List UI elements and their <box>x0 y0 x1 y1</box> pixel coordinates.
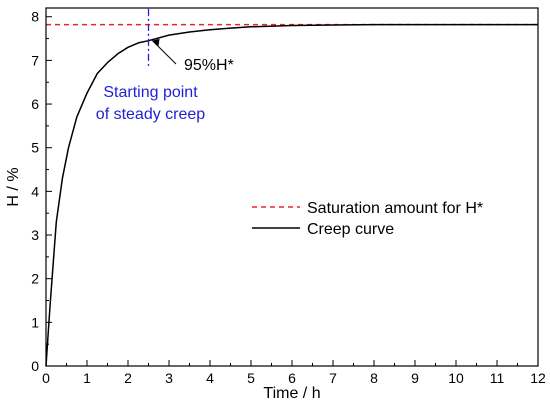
x-tick-label: 11 <box>490 370 505 386</box>
x-tick-label: 12 <box>530 370 546 386</box>
y-tick-label: 3 <box>31 227 39 243</box>
x-tick-label: 10 <box>448 370 464 386</box>
annotations: Starting point of steady creep 95%H* <box>96 8 234 123</box>
y-tick-label: 2 <box>31 271 39 287</box>
plot-content <box>45 23 538 367</box>
y-tick-label: 4 <box>31 183 39 199</box>
x-tick-label: 4 <box>206 370 214 386</box>
y-tick-label: 1 <box>31 314 39 330</box>
y-tick-label: 5 <box>31 140 39 156</box>
steady-creep-label-line2: of steady creep <box>96 106 206 123</box>
x-tick-label: 6 <box>288 370 296 386</box>
x-tick-label: 7 <box>329 370 337 386</box>
legend: Saturation amount for H* Creep curve <box>252 200 483 238</box>
percent-label: 95%H* <box>184 57 234 74</box>
percent-arrow <box>153 41 177 65</box>
x-axis-title: Time / h <box>263 385 320 402</box>
steady-creep-label-line1: Starting point <box>103 84 198 101</box>
y-tick-label: 0 <box>31 358 39 374</box>
x-tick-label: 2 <box>124 370 132 386</box>
creep-curve-line <box>45 23 538 367</box>
x-axis-ticks: 0 1 2 3 4 5 6 7 8 9 10 11 12 <box>42 360 546 386</box>
y-tick-label: 7 <box>31 52 39 68</box>
x-tick-label: 9 <box>411 370 419 386</box>
x-tick-label: 0 <box>42 370 50 386</box>
x-tick-label: 1 <box>83 370 91 386</box>
y-tick-label: 8 <box>31 9 39 25</box>
y-axis-ticks: 0 1 2 3 4 5 6 7 8 <box>31 9 52 374</box>
y-axis-title: H / % <box>5 167 22 206</box>
percent-arrowhead <box>151 38 160 46</box>
legend-label-saturation: Saturation amount for H* <box>307 200 483 217</box>
x-tick-label: 3 <box>165 370 173 386</box>
legend-label-creep: Creep curve <box>307 221 394 238</box>
x-tick-label: 8 <box>370 370 378 386</box>
y-tick-label: 6 <box>31 96 39 112</box>
x-tick-label: 5 <box>247 370 255 386</box>
